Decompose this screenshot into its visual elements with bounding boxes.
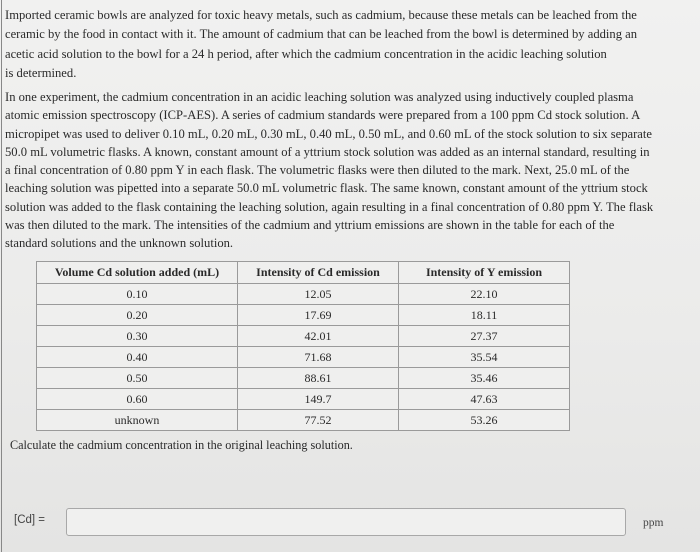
intro-paragraph: Imported ceramic bowls are analyzed for … (5, 6, 695, 84)
text-line: is determined. (5, 66, 77, 81)
text-line: micropipet was used to deliver 0.10 mL, … (5, 126, 652, 141)
left-border (1, 0, 2, 552)
y-intensity-cell: 22.10 (398, 283, 570, 305)
y-intensity-cell: 35.46 (398, 367, 570, 389)
text-line: was then diluted to the mark. The intens… (5, 218, 615, 233)
table-row: 0.50 88.61 35.46 (36, 367, 570, 389)
text-line: ceramic by the food in contact with it. … (5, 27, 638, 42)
table-row: 0.30 42.01 27.37 (36, 325, 570, 347)
cd-intensity-cell: 12.05 (237, 283, 399, 305)
volume-cell: unknown (36, 409, 238, 431)
answer-label: [Cd] = (14, 514, 46, 526)
table-row: 0.40 71.68 35.54 (36, 346, 570, 368)
volume-cell: 0.50 (36, 367, 238, 389)
header-y-intensity: Intensity of Y emission (398, 261, 570, 284)
text-line: standard solutions and the unknown solut… (5, 236, 234, 251)
unit-label: ppm (643, 517, 664, 529)
text-line: In one experiment, the cadmium concentra… (5, 90, 634, 104)
text-line: Imported ceramic bowls are analyzed for … (5, 8, 637, 22)
volume-cell: 0.10 (36, 283, 238, 305)
y-intensity-cell: 53.26 (398, 409, 570, 431)
table-header-row: Volume Cd solution added (mL) Intensity … (36, 261, 570, 284)
cd-intensity-cell: 88.61 (237, 367, 399, 389)
cd-intensity-cell: 17.69 (237, 304, 399, 326)
text-line: 50.0 mL volumetric flasks. A known, cons… (5, 144, 650, 159)
cd-intensity-cell: 71.68 (237, 346, 399, 368)
text-line: solution was added to the flask containi… (5, 199, 654, 214)
table-row: 0.10 12.05 22.10 (36, 283, 570, 305)
volume-cell: 0.40 (36, 346, 238, 368)
table-row: unknown 77.52 53.26 (36, 409, 570, 431)
text-line: a final concentration of 0.80 ppm Y in e… (5, 163, 630, 178)
volume-cell: 0.20 (36, 304, 238, 326)
experiment-paragraph: In one experiment, the cadmium concentra… (5, 88, 695, 253)
question-text: Calculate the cadmium concentration in t… (10, 438, 353, 452)
y-intensity-cell: 47.63 (398, 388, 570, 410)
cd-intensity-cell: 42.01 (237, 325, 399, 347)
text-line: acetic acid solution to the bowl for a 2… (5, 46, 607, 61)
volume-cell: 0.60 (36, 388, 238, 410)
table-row: 0.20 17.69 18.11 (36, 304, 570, 326)
cd-concentration-input[interactable] (66, 508, 626, 536)
emission-data-table: Volume Cd solution added (mL) Intensity … (36, 261, 570, 431)
y-intensity-cell: 18.11 (398, 304, 570, 326)
header-cd-intensity: Intensity of Cd emission (237, 261, 399, 284)
text-line: leaching solution was pipetted into a se… (5, 181, 648, 196)
table-row: 0.60 149.7 47.63 (36, 388, 570, 410)
text-line: atomic emission spectroscopy (ICP-AES). … (5, 108, 641, 123)
header-volume: Volume Cd solution added (mL) (36, 261, 238, 284)
y-intensity-cell: 35.54 (398, 346, 570, 368)
cd-intensity-cell: 77.52 (237, 409, 399, 431)
cd-intensity-cell: 149.7 (237, 388, 399, 410)
y-intensity-cell: 27.37 (398, 325, 570, 347)
volume-cell: 0.30 (36, 325, 238, 347)
